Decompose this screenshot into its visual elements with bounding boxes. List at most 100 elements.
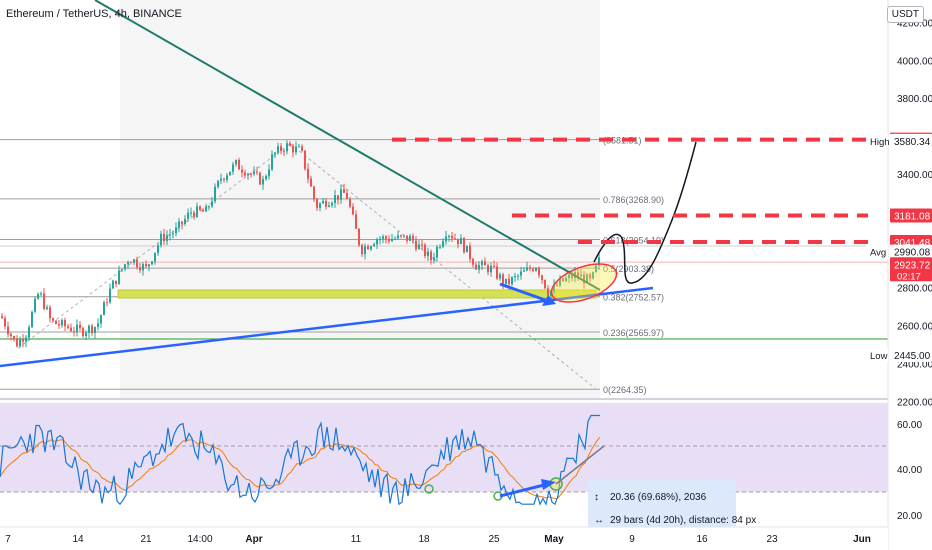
- candle-body: [61, 320, 63, 326]
- candle-body: [205, 206, 207, 212]
- candle-body: [529, 267, 531, 270]
- candle-body: [16, 338, 18, 347]
- candle-body: [433, 257, 435, 261]
- badge-value: 2445.00: [894, 351, 931, 362]
- time-tick: 23: [766, 534, 778, 545]
- time-tick: 9: [629, 534, 635, 545]
- time-tick: 18: [418, 534, 430, 545]
- fib-label: 0.382(2752.57): [603, 293, 664, 303]
- candle-body: [28, 327, 30, 338]
- currency-button[interactable]: USDT: [886, 6, 924, 23]
- candle-body: [226, 175, 228, 180]
- candle-body: [355, 214, 357, 229]
- candle-body: [451, 235, 453, 239]
- candle-body: [295, 146, 297, 153]
- fib-label: 0(2264.35): [603, 385, 647, 395]
- candle-body: [487, 265, 489, 273]
- arrow-shaft: [499, 282, 549, 303]
- candle-body: [571, 274, 573, 279]
- candle-body: [211, 201, 213, 207]
- candle-body: [352, 206, 354, 215]
- candle-body: [187, 212, 189, 219]
- badge-value: 2990.08: [894, 248, 931, 259]
- candle-body: [373, 244, 375, 247]
- candle-body: [535, 267, 537, 271]
- candle-body: [103, 302, 105, 316]
- candle-body: [118, 270, 120, 285]
- badge-label-bg: [866, 133, 888, 148]
- candle-body: [154, 252, 156, 262]
- candle-body: [289, 143, 291, 146]
- fib-label: 0.5(2903.38): [603, 264, 654, 274]
- candle-body: [553, 284, 555, 292]
- candle-body: [580, 274, 582, 277]
- measure-tooltip: ↕ 20.36 (69.68%), 2036 ↔ 29 bars (4d 20h…: [588, 480, 756, 527]
- candle-body: [430, 251, 432, 261]
- candle-body: [166, 235, 168, 242]
- candle-body: [88, 325, 90, 333]
- candle-body: [463, 238, 465, 253]
- projection-path: [593, 141, 697, 284]
- candle-body: [202, 209, 204, 212]
- candle-body: [190, 212, 192, 214]
- candle-body: [139, 267, 141, 271]
- candle-body: [82, 328, 84, 336]
- candle-body: [457, 238, 459, 245]
- candle-body: [34, 298, 36, 312]
- candle-body: [52, 318, 54, 321]
- candle-body: [58, 323, 60, 326]
- candle-body: [94, 326, 96, 333]
- candle-body: [1, 316, 3, 319]
- candle-body: [49, 307, 51, 319]
- candle-body: [568, 274, 570, 278]
- candle-body: [307, 168, 309, 179]
- rsi-trendline: [555, 445, 605, 485]
- candles: [1, 140, 600, 348]
- rsi-tick: 40.00: [897, 465, 922, 476]
- badge-label-bg: [866, 347, 888, 362]
- candle-body: [217, 180, 219, 187]
- candle-body: [259, 172, 261, 185]
- candle-body: [589, 274, 591, 279]
- price-tick: 2800.00: [897, 284, 932, 295]
- candle-body: [178, 221, 180, 228]
- candle-body: [541, 275, 543, 280]
- candle-body: [235, 159, 237, 165]
- measure-icon: ↕: [594, 492, 599, 503]
- badge-countdown: 02:17: [897, 271, 921, 282]
- badge-badge-low: [890, 347, 932, 362]
- candle-body: [19, 339, 21, 347]
- rsi-indicator: [0, 414, 605, 506]
- resistance-lines: [392, 137, 868, 244]
- candle-body: [514, 275, 516, 278]
- candle-body: [583, 274, 585, 284]
- time-tick: 14:00: [187, 534, 212, 545]
- candle-body: [385, 236, 387, 239]
- time-tick: 11: [351, 534, 362, 545]
- candle-body: [100, 315, 102, 324]
- measure-line2: 29 bars (4d 20h), distance: 84 px: [610, 515, 756, 526]
- candle-body: [484, 261, 486, 266]
- candle-body: [379, 238, 381, 240]
- candle-body: [199, 206, 201, 210]
- time-axis[interactable]: [0, 527, 888, 550]
- candle-body: [427, 251, 429, 257]
- candle-body: [316, 199, 318, 208]
- candle-body: [478, 264, 480, 270]
- candle-body: [241, 169, 243, 173]
- candle-body: [382, 236, 384, 239]
- price-tick: 2200.00: [897, 397, 932, 408]
- candle-body: [130, 262, 132, 264]
- candle-body: [145, 264, 147, 267]
- candle-body: [445, 236, 447, 242]
- candle-body: [442, 241, 444, 247]
- candle-body: [79, 324, 81, 329]
- candle-body: [208, 206, 210, 208]
- candle-body: [196, 206, 198, 217]
- candle-body: [115, 280, 117, 285]
- candle-body: [25, 337, 27, 342]
- candle-body: [367, 246, 369, 250]
- candle-body: [364, 246, 366, 255]
- time-tick: 7: [5, 534, 11, 545]
